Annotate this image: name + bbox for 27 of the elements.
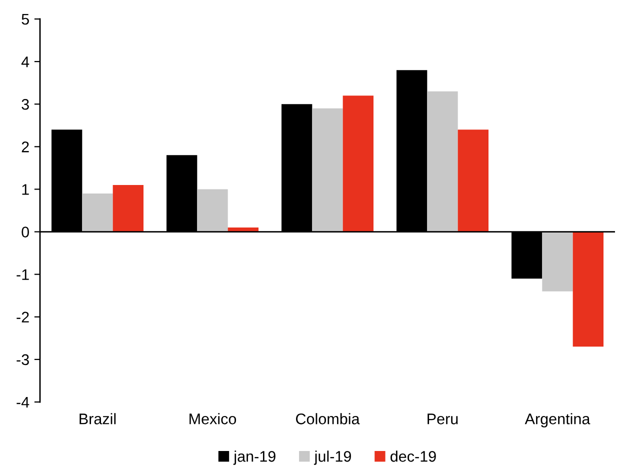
y-tick-label: 0	[22, 226, 29, 238]
y-tick-label: -1	[16, 269, 29, 280]
y-tick-label: -4	[16, 397, 30, 408]
bar	[427, 91, 458, 232]
bar	[572, 232, 604, 347]
x-tick-label: Argentina	[524, 413, 590, 428]
legend-label: jan-19	[233, 450, 276, 465]
legend-label: jul-19	[314, 450, 351, 465]
y-tick-label: 5	[22, 14, 29, 25]
y-tick-label: -2	[16, 312, 29, 322]
bar	[342, 96, 374, 232]
bar	[542, 232, 573, 292]
y-tick-label: 2	[22, 142, 29, 152]
bar	[458, 130, 488, 232]
x-tick-label: Colombia	[296, 413, 360, 424]
y-tick-label: -3	[16, 354, 29, 366]
bar	[312, 108, 343, 232]
y-tick-label: 1	[22, 184, 29, 195]
y-tick-label: 3	[22, 98, 29, 110]
bar	[82, 193, 113, 232]
legend-label: dec-19	[390, 450, 436, 462]
x-tick-label: Peru	[428, 414, 458, 424]
bar	[197, 189, 228, 232]
x-tick-label: Mexico	[190, 413, 236, 424]
x-tick-label: Brazil	[80, 413, 116, 424]
bar	[112, 184, 144, 232]
y-tick-label: 4	[21, 56, 30, 68]
